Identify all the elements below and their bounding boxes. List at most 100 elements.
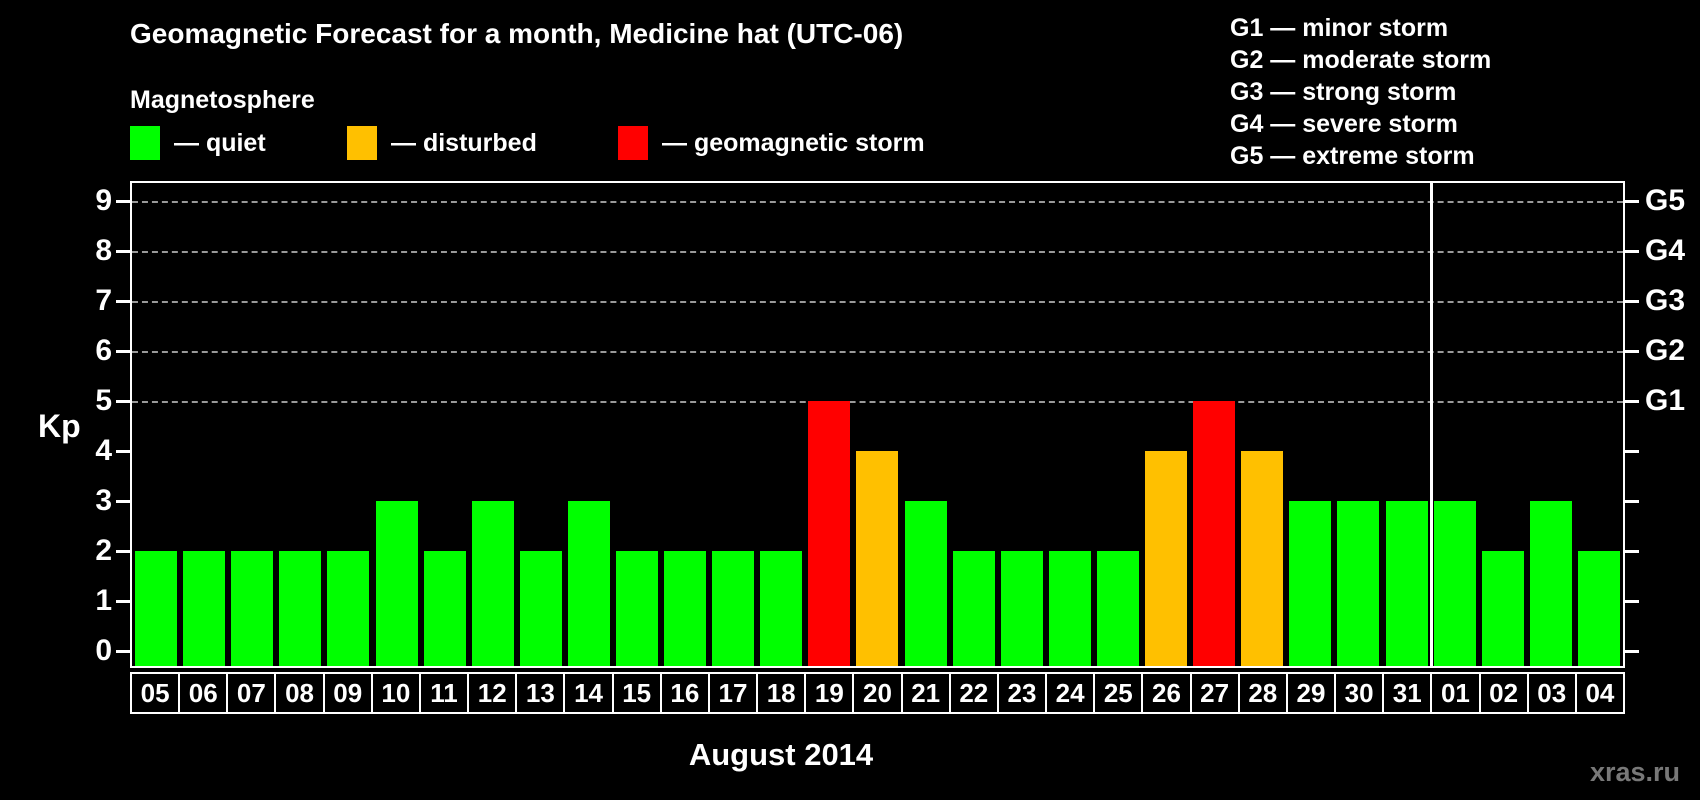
legend-label-quiet: — quiet [174,128,266,157]
y-axis-tick-left-1 [116,600,130,603]
y-axis-tick-right-1 [1625,600,1639,603]
day-cell-08: 08 [276,674,323,712]
day-cell-06: 06 [180,674,227,712]
y-axis-tick-left-3 [116,500,130,503]
storm-scale-list: G1 — minor storm G2 — moderate storm G3 — … [1230,12,1491,172]
day-cell-21: 21 [902,674,949,712]
day-cell-29: 29 [1287,674,1335,712]
bar-day-27 [1193,401,1236,666]
day-cell-05: 05 [132,674,179,712]
y-tick-label-0: 0 [95,634,112,667]
bar-day-22 [952,551,995,666]
bar-day-17 [712,551,755,666]
right-axis-label-g3: G3 [1645,284,1686,317]
day-cell-31: 31 [1384,674,1431,712]
legend-swatch-quiet [130,126,160,160]
bar-day-20 [856,451,899,666]
legend-label-storm: — geomagnetic storm [662,128,925,157]
day-cell-09: 09 [324,674,371,712]
bar-day-01 [1433,501,1476,666]
storm-scale-item-g5: G5 — extreme storm [1230,142,1475,170]
y-tick-label-3: 3 [95,484,112,517]
y-tick-label-6: 6 [95,334,112,367]
legend-item-disturbed: — disturbed [347,124,537,162]
bar-day-07 [231,551,274,666]
storm-scale-item-g3: G3 — strong storm [1230,78,1457,106]
storm-scale-item-g1: G1 — minor storm [1230,14,1449,42]
y-axis-tick-right-5 [1625,400,1639,403]
day-cell-20: 20 [854,674,901,712]
y-tick-label-7: 7 [95,284,112,317]
storm-scale-item-g4: G4 — severe storm [1230,110,1458,138]
legend-heading: Magnetosphere [130,86,315,114]
right-axis-label-g2: G2 [1645,334,1686,367]
right-axis-label-g1: G1 [1645,384,1686,417]
day-cell-03: 03 [1528,674,1575,712]
y-axis-tick-right-2 [1625,550,1639,553]
day-cell-01: 01 [1432,674,1479,712]
watermark: xras.ru [1589,757,1680,787]
day-cell-18: 18 [758,674,805,712]
bar-day-16 [664,551,707,666]
bar-day-21 [904,501,947,666]
y-axis-tick-right-3 [1625,500,1639,503]
day-cell-28: 28 [1239,674,1286,712]
day-cell-13: 13 [517,674,564,712]
y-axis-tick-left-7 [116,300,130,303]
y-tick-label-5: 5 [95,384,112,417]
magnetosphere-legend: — quiet — disturbed — geomagnetic storm [130,124,1030,162]
y-axis-tick-right-4 [1625,450,1639,453]
bar-day-24 [1048,551,1091,666]
page-title: Geomagnetic Forecast for a month, Medici… [130,18,904,49]
bar-day-26 [1145,451,1188,666]
y-axis-tick-left-8 [116,250,130,253]
y-axis-tick-right-6 [1625,350,1639,353]
day-cell-30: 30 [1336,674,1383,712]
bar-day-02 [1481,551,1524,666]
legend-swatch-disturbed [347,126,377,160]
bar-day-18 [760,551,803,666]
y-axis-tick-left-5 [116,400,130,403]
right-axis-label-g5: G5 [1645,184,1686,217]
x-axis-day-row: 05 06 07 08 09 10 11 12 13 14 15 16 17 18 19 20 21 22 23 24… [130,672,1625,714]
day-cell-17: 17 [709,674,757,712]
month-boundary-line [1429,183,1433,666]
y-axis-tick-right-7 [1625,300,1639,303]
y-axis-tick-left-0 [116,650,130,653]
bar-day-10 [375,501,418,666]
bar-day-30 [1337,501,1380,666]
bar-day-15 [616,551,658,666]
y-axis-tick-left-2 [116,550,130,553]
day-cell-27: 27 [1191,674,1238,712]
y-axis-tick-left-6 [116,350,130,353]
storm-scale-item-g2: G2 — moderate storm [1230,46,1492,74]
bars-container [132,183,1623,666]
bar-day-05 [135,551,178,666]
y-tick-label-9: 9 [95,184,112,217]
right-axis-label-g4: G4 [1645,234,1686,267]
bar-day-08 [279,551,322,666]
y-tick-label-8: 8 [95,234,112,267]
day-cell-23: 23 [998,674,1046,712]
y-axis-label: Kp [38,408,81,444]
day-cell-04: 04 [1576,674,1623,712]
gridline-kp9 [132,201,1623,203]
bar-day-06 [183,551,226,666]
bar-day-09 [327,551,370,666]
bar-day-04 [1577,551,1620,666]
bar-day-03 [1529,501,1572,666]
y-tick-label-4: 4 [95,434,112,467]
day-cell-19: 19 [806,674,853,712]
day-cell-24: 24 [1047,674,1094,712]
y-axis-tick-left-4 [116,450,130,453]
y-axis-tick-right-0 [1625,650,1639,653]
bar-day-14 [567,501,610,666]
legend-item-quiet: — quiet [130,124,266,162]
plot-area [116,181,1639,668]
bar-day-29 [1289,501,1332,666]
day-cell-16: 16 [661,674,708,712]
gridline-kp7 [132,301,1623,303]
gridline-kp6 [132,351,1623,353]
bar-day-25 [1096,551,1139,666]
